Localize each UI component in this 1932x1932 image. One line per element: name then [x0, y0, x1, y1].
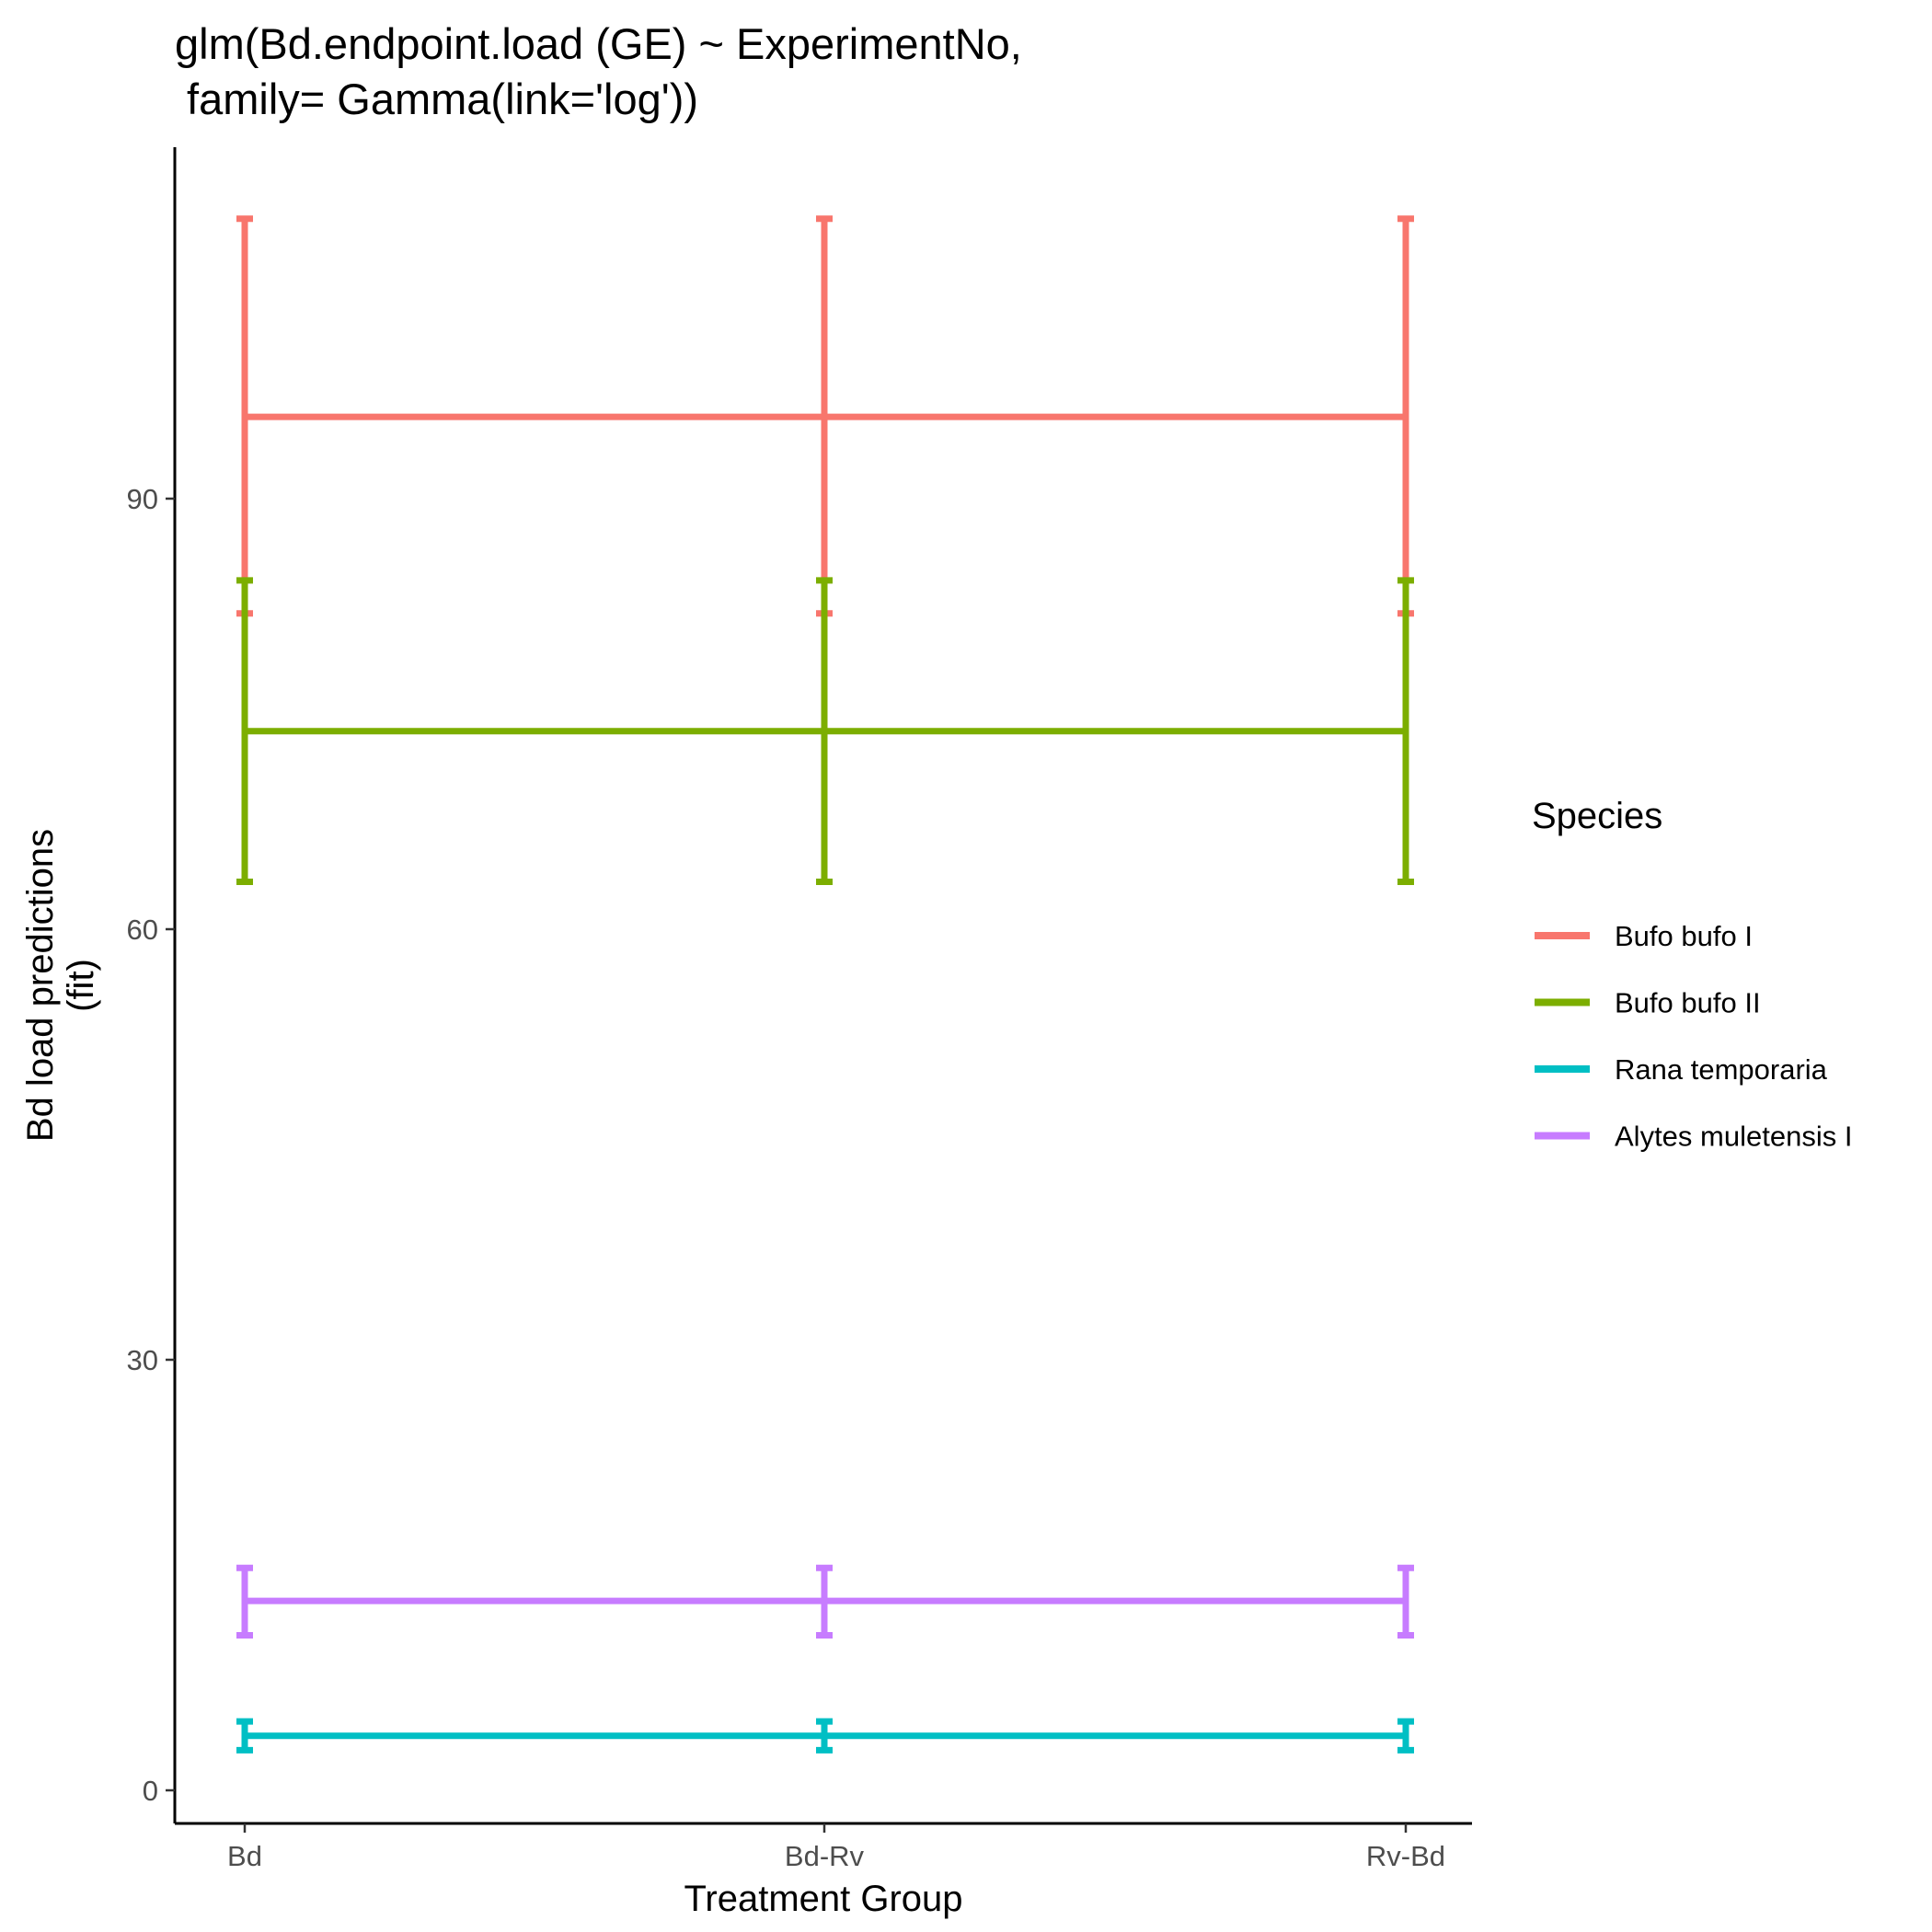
legend-label: Bufo bufo II — [1615, 987, 1761, 1019]
y-axis-title-line-1: Bd load predictions — [20, 829, 61, 1142]
legend-label: Alytes muletensis I — [1615, 1121, 1852, 1153]
y-tick-label: 90 — [127, 483, 158, 515]
y-tick-label: 30 — [127, 1344, 158, 1376]
chart-title-line-1: glm(Bd.endpoint.load (GE) ~ ExperimentNo… — [175, 19, 1022, 68]
legend-title: Species — [1532, 796, 1662, 836]
x-tick-label: Bd-Rv — [785, 1840, 865, 1872]
x-axis-title: Treatment Group — [684, 1879, 962, 1919]
y-tick-label: 60 — [127, 914, 158, 946]
axes: 0 30 60 90 Bd Bd-Rv Rv-Bd Treatment Group Bd loa… — [20, 147, 1472, 1919]
plot-marks — [236, 215, 1414, 1754]
series-group — [236, 1564, 1414, 1639]
x-tick-label: Bd — [227, 1840, 262, 1872]
series-group — [236, 215, 1414, 617]
y-tick-label: 0 — [143, 1775, 158, 1807]
chart-title-line-2: family= Gamma(link='log')) — [175, 75, 699, 123]
y-axis-title: Bd load predictions(fit) — [20, 829, 101, 1142]
y-axis-title-line-2: (fit) — [61, 959, 101, 1012]
legend: Species Bufo bufo I Bufo bufo II Rana tempo… — [1532, 796, 1852, 1153]
series-group — [236, 1718, 1414, 1754]
series-group — [236, 577, 1414, 886]
x-tick-label: Rv-Bd — [1366, 1840, 1445, 1872]
legend-label: Rana temporaria — [1615, 1053, 1828, 1086]
legend-label: Bufo bufo I — [1615, 920, 1753, 952]
